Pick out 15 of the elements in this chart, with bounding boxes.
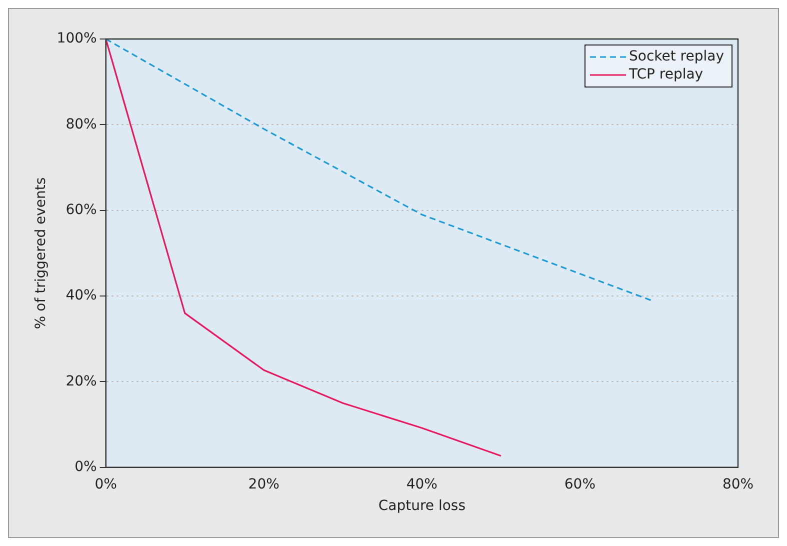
y-tick-label: 0% — [74, 459, 97, 476]
y-tick-label: 20% — [66, 373, 97, 390]
y-tick-label: 80% — [66, 116, 97, 132]
x-tick-label: 60% — [564, 476, 596, 492]
x-tick-label: 20% — [248, 476, 280, 492]
y-tick-label: 40% — [66, 288, 97, 304]
y-axis-title: % of triggered events — [33, 177, 50, 330]
legend-label: Socket replay — [628, 48, 724, 65]
x-tick-label: 0% — [94, 476, 117, 492]
x-tick-label: 40% — [406, 476, 438, 492]
x-tick-label: 80% — [722, 476, 754, 492]
legend-label: TCP replay — [628, 66, 704, 83]
y-tick-label: 100% — [56, 30, 97, 47]
x-axis-title: Capture loss — [378, 498, 466, 514]
y-tick-label: 60% — [66, 202, 97, 218]
